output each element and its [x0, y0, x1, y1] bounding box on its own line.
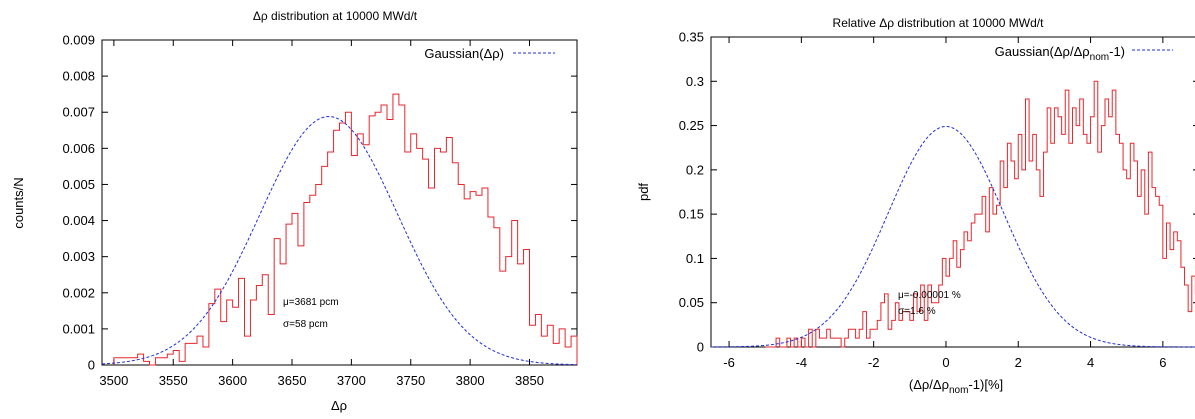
chart-right-y-tick-label: 0.35	[679, 30, 704, 45]
chart-left-x-tick-label: 3550	[159, 373, 188, 388]
chart-right-y-axis: 0 0.05 0.1 0.15 0.2 0.25 0.3 0.35	[679, 30, 1195, 355]
chart-left-annotation-sigma: σ=58 pcm	[283, 319, 328, 330]
chart-left-histogram	[113, 93, 578, 366]
chart-right-y-label: pdf	[636, 183, 651, 201]
chart-right: Relative Δρ distribution at 10000 MWd/t …	[636, 16, 1195, 396]
chart-right-x-tick-label: 6	[1159, 355, 1166, 370]
chart-right-x-label-tail: -1)[%]	[968, 377, 1003, 392]
chart-right-x-label-main: (Δρ/Δρ	[909, 377, 949, 392]
chart-right-legend-label: Gaussian(Δρ/Δρnom-1)	[995, 44, 1125, 63]
chart-right-x-axis: -6 -4 -2 0 2 4 6	[723, 37, 1166, 370]
chart-left-plot-area: 0 0.001 0.002 0.003 0.004 0.005 0.006 0.007 0.00…	[62, 33, 578, 388]
chart-left-x-tick-label: 3600	[218, 373, 247, 388]
chart-right-y-tick-label: 0.1	[686, 251, 704, 266]
chart-right-y-tick-label: 0.25	[679, 118, 704, 133]
chart-right-x-label: (Δρ/Δρnom-1)[%]	[909, 377, 1003, 396]
chart-left-y-tick-label: 0	[88, 358, 95, 373]
chart-right-title: Relative Δρ distribution at 10000 MWd/t	[833, 16, 1045, 30]
chart-left-frame	[101, 39, 578, 366]
chart-right-x-tick-label: 2	[1015, 355, 1022, 370]
chart-left-y-tick-label: 0.004	[62, 213, 95, 228]
chart-left-x-tick-label: 3750	[396, 373, 425, 388]
chart-right-x-tick-label: 0	[942, 355, 949, 370]
chart-right-legend: Gaussian(Δρ/Δρnom-1)	[995, 44, 1173, 63]
chart-left-gaussian-curve	[101, 116, 578, 366]
chart-left-x-tick-label: 3800	[456, 373, 485, 388]
chart-left-annotation-mu: μ=3681 pcm	[283, 297, 339, 308]
chart-left-y-axis: 0 0.001 0.002 0.003 0.004 0.005 0.006 0.007 0.00…	[62, 33, 577, 373]
chart-left: Δρ distribution at 10000 MWd/t 0 0.001 0.0…	[11, 9, 578, 413]
chart-left-x-tick-label: 3500	[99, 373, 128, 388]
chart-right-legend-main: Gaussian(Δρ/Δρ	[995, 44, 1090, 59]
chart-left-x-label: Δρ	[331, 398, 347, 413]
chart-right-y-tick-label: 0.05	[679, 295, 704, 310]
chart-left-legend-label: Gaussian(Δρ)	[424, 46, 504, 61]
chart-left-y-tick-label: 0.009	[62, 33, 95, 48]
chart-right-x-tick-label: -6	[723, 355, 735, 370]
chart-left-x-tick-label: 3850	[515, 373, 544, 388]
chart-left-y-tick-label: 0.003	[62, 249, 95, 264]
chart-right-plot-area: 0 0.05 0.1 0.15 0.2 0.25 0.3 0.35 -6 -4 -2 0 2 4 6	[679, 30, 1195, 370]
chart-left-y-tick-label: 0.007	[62, 105, 95, 120]
chart-right-legend-sub: nom	[1090, 52, 1109, 63]
chart-left-x-tick-label: 3700	[337, 373, 366, 388]
chart-right-frame	[710, 36, 1195, 348]
chart-right-y-tick-label: 0.15	[679, 207, 704, 222]
chart-right-histogram	[765, 80, 1195, 348]
chart-right-y-tick-label: 0.2	[686, 162, 704, 177]
chart-right-x-tick-label: -2	[868, 355, 880, 370]
chart-right-x-tick-label: -4	[796, 355, 808, 370]
chart-left-y-label: counts/N	[11, 177, 26, 228]
chart-left-x-tick-label: 3650	[278, 373, 307, 388]
chart-right-x-tick-label: 4	[1087, 355, 1094, 370]
chart-left-legend: Gaussian(Δρ)	[424, 46, 555, 61]
chart-right-y-tick-label: 0.3	[686, 74, 704, 89]
chart-left-y-tick-label: 0.008	[62, 69, 95, 84]
chart-right-annotation-mu: μ=-0.00001 %	[898, 290, 961, 301]
chart-left-y-tick-label: 0.001	[62, 321, 95, 336]
chart-right-annotation-sigma: σ=1.6 %	[898, 306, 936, 317]
chart-right-x-label-sub: nom	[949, 385, 968, 396]
chart-right-legend-tail: -1)	[1109, 44, 1125, 59]
chart-right-y-tick-label: 0	[697, 340, 704, 355]
chart-left-y-tick-label: 0.006	[62, 141, 95, 156]
chart-left-title: Δρ distribution at 10000 MWd/t	[253, 9, 418, 23]
chart-left-x-axis: 3500 3550 3600 3650 3700 3750 3800 3850	[99, 40, 544, 388]
chart-right-gaussian-curve	[711, 125, 1195, 348]
chart-left-y-tick-label: 0.005	[62, 177, 95, 192]
chart-left-y-tick-label: 0.002	[62, 285, 95, 300]
